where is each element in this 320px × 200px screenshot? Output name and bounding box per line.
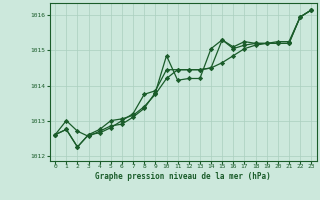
X-axis label: Graphe pression niveau de la mer (hPa): Graphe pression niveau de la mer (hPa) [95,172,271,181]
